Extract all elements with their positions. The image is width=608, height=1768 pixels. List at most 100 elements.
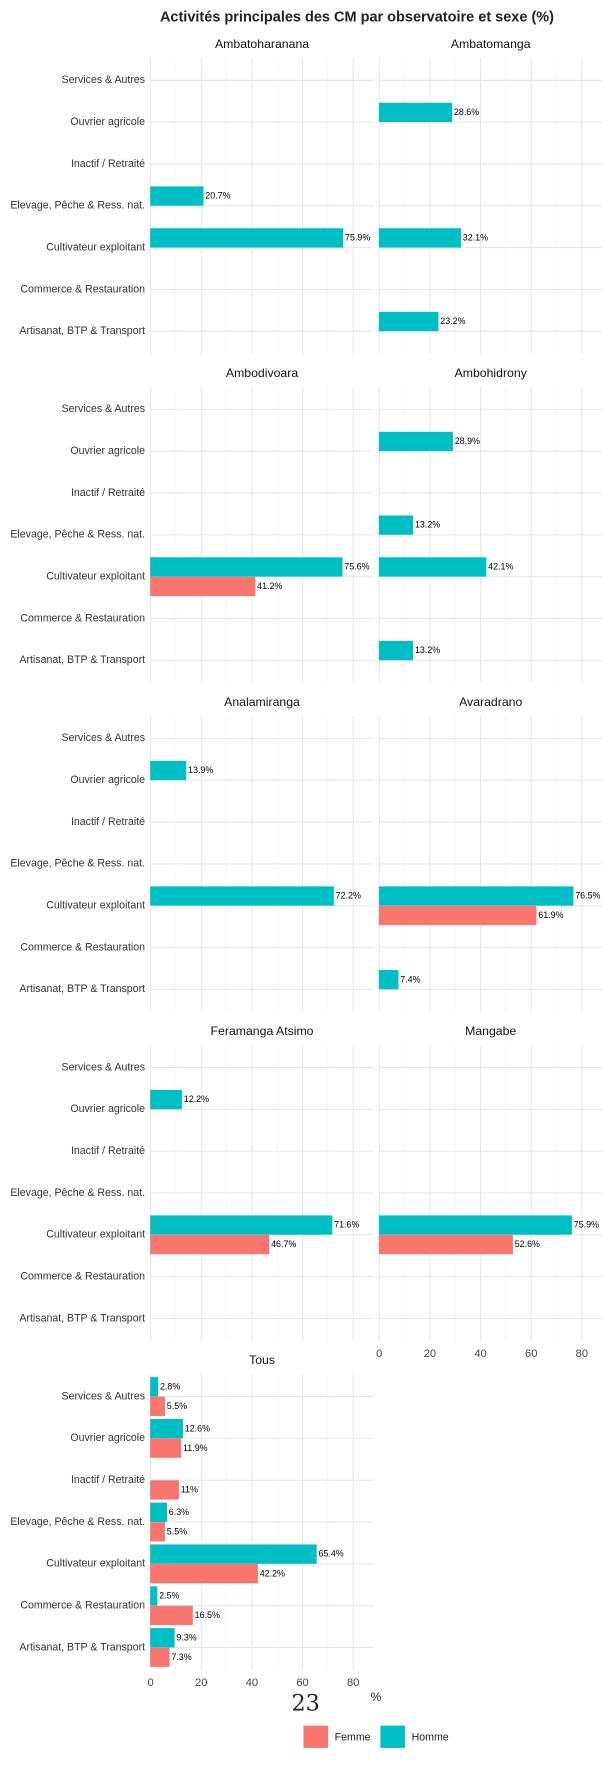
- bar: [150, 1215, 333, 1235]
- category-label: Inactif / Retraité: [71, 1474, 145, 1486]
- x-tick-label: 0: [376, 1348, 382, 1360]
- category-label: Cultivateur exploitant: [46, 1558, 145, 1570]
- category-label: Commerce & Restauration: [20, 1599, 145, 1611]
- category-label: Artisanat, BTP & Transport: [19, 1312, 145, 1324]
- bar: [150, 1396, 165, 1416]
- value-label: 28.6%: [454, 107, 479, 117]
- facet-title: Mangabe: [465, 1024, 516, 1038]
- value-label: 16.5%: [195, 1610, 220, 1620]
- category-label: Cultivateur exploitant: [46, 241, 145, 253]
- bar: [150, 1628, 175, 1648]
- value-label: 46.7%: [271, 1239, 296, 1249]
- category-label: Cultivateur exploitant: [46, 570, 145, 582]
- bar: [150, 1586, 158, 1606]
- bar: [378, 1215, 572, 1235]
- category-label: Commerce & Restauration: [20, 1270, 145, 1282]
- bar: [150, 1647, 170, 1667]
- value-label: 71.6%: [334, 1220, 359, 1230]
- value-label: 75.6%: [344, 562, 369, 572]
- x-tick-label: 80: [576, 1348, 588, 1360]
- value-label: 13.2%: [415, 520, 440, 530]
- value-label: 72.2%: [336, 891, 361, 901]
- value-label: 11.9%: [183, 1443, 208, 1453]
- category-label: Elevage, Pêche & Ress. nat.: [10, 1187, 145, 1199]
- category-label: Commerce & Restauration: [20, 283, 145, 295]
- x-tick-label: 20: [424, 1348, 436, 1360]
- chart-title: Activités principales des CM par observa…: [160, 10, 554, 26]
- bar: [150, 576, 256, 597]
- value-label: 65.4%: [318, 1549, 343, 1559]
- bar: [150, 1544, 317, 1564]
- value-label: 42.1%: [488, 562, 513, 572]
- category-label: Services & Autres: [62, 1390, 145, 1402]
- x-tick-label: 40: [474, 1348, 486, 1360]
- bar: [378, 557, 487, 577]
- bar: [150, 1502, 168, 1522]
- value-label: 28.9%: [455, 436, 480, 446]
- category-label: Elevage, Pêche & Ress. nat.: [10, 200, 145, 212]
- bar: [378, 640, 414, 661]
- value-label: 5.5%: [167, 1526, 187, 1536]
- category-label: Ouvrier agricole: [70, 445, 145, 457]
- category-label: Services & Autres: [62, 403, 145, 415]
- category-label: Inactif / Retraité: [71, 158, 145, 170]
- bar: [150, 557, 343, 577]
- legend-swatch: [380, 1725, 405, 1748]
- category-label: Services & Autres: [62, 1061, 145, 1073]
- category-label: Inactif / Retraité: [71, 487, 145, 499]
- category-label: Artisanat, BTP & Transport: [19, 983, 145, 995]
- value-label: 9.3%: [176, 1632, 196, 1642]
- x-tick-label: 80: [347, 1677, 359, 1689]
- bar: [150, 760, 187, 781]
- category-label: Ouvrier agricole: [70, 1103, 145, 1115]
- category-label: Cultivateur exploitant: [46, 900, 145, 912]
- value-label: 5.5%: [167, 1401, 187, 1411]
- category-label: Ouvrier agricole: [70, 116, 145, 128]
- x-tick-label: 20: [195, 1677, 207, 1689]
- x-tick-label: 60: [525, 1348, 537, 1360]
- bar: [150, 1418, 183, 1439]
- facet-title: Avaradrano: [459, 695, 522, 709]
- value-label: 41.2%: [257, 581, 282, 591]
- facet-title: Ambatoharanana: [215, 37, 309, 51]
- legend-label: Homme: [412, 1732, 449, 1744]
- bar: [150, 1563, 258, 1584]
- bar: [150, 1377, 159, 1397]
- category-label: Cultivateur exploitant: [46, 1229, 145, 1241]
- bar: [378, 1234, 513, 1255]
- category-label: Artisanat, BTP & Transport: [19, 654, 145, 666]
- legend-label: Femme: [335, 1732, 371, 1744]
- facet-title: Tous: [249, 1353, 275, 1367]
- category-label: Artisanat, BTP & Transport: [19, 1641, 145, 1653]
- value-label: 11%: [181, 1485, 198, 1495]
- x-tick-label: 0: [148, 1677, 154, 1689]
- category-label: Services & Autres: [62, 74, 145, 86]
- value-label: 2.5%: [159, 1591, 179, 1601]
- value-label: 61.9%: [538, 910, 563, 920]
- bar: [378, 905, 537, 926]
- value-label: 52.6%: [515, 1239, 540, 1249]
- value-label: 23.2%: [440, 316, 465, 326]
- legend-swatch: [303, 1725, 328, 1748]
- category-label: Commerce & Restauration: [20, 941, 145, 953]
- category-label: Artisanat, BTP & Transport: [19, 325, 145, 337]
- bar: [378, 102, 453, 123]
- bar: [150, 228, 344, 248]
- value-label: 2.8%: [160, 1381, 180, 1391]
- bar: [150, 886, 334, 906]
- bar: [150, 1089, 182, 1110]
- value-label: 13.2%: [415, 645, 440, 655]
- category-label: Ouvrier agricole: [70, 1432, 145, 1444]
- value-label: 32.1%: [463, 233, 488, 243]
- value-label: 75.9%: [574, 1220, 599, 1230]
- category-label: Elevage, Pêche & Ress. nat.: [10, 858, 145, 870]
- x-tick-label: 60: [296, 1677, 308, 1689]
- bar: [378, 311, 439, 332]
- facet-title: Feramanga Atsimo: [211, 1024, 314, 1038]
- facet-title: Analamiranga: [224, 695, 300, 709]
- facet-title: Ambodivoara: [226, 366, 298, 380]
- category-label: Inactif / Retraité: [71, 816, 145, 828]
- bar: [150, 1438, 182, 1458]
- value-label: 75.9%: [345, 233, 370, 243]
